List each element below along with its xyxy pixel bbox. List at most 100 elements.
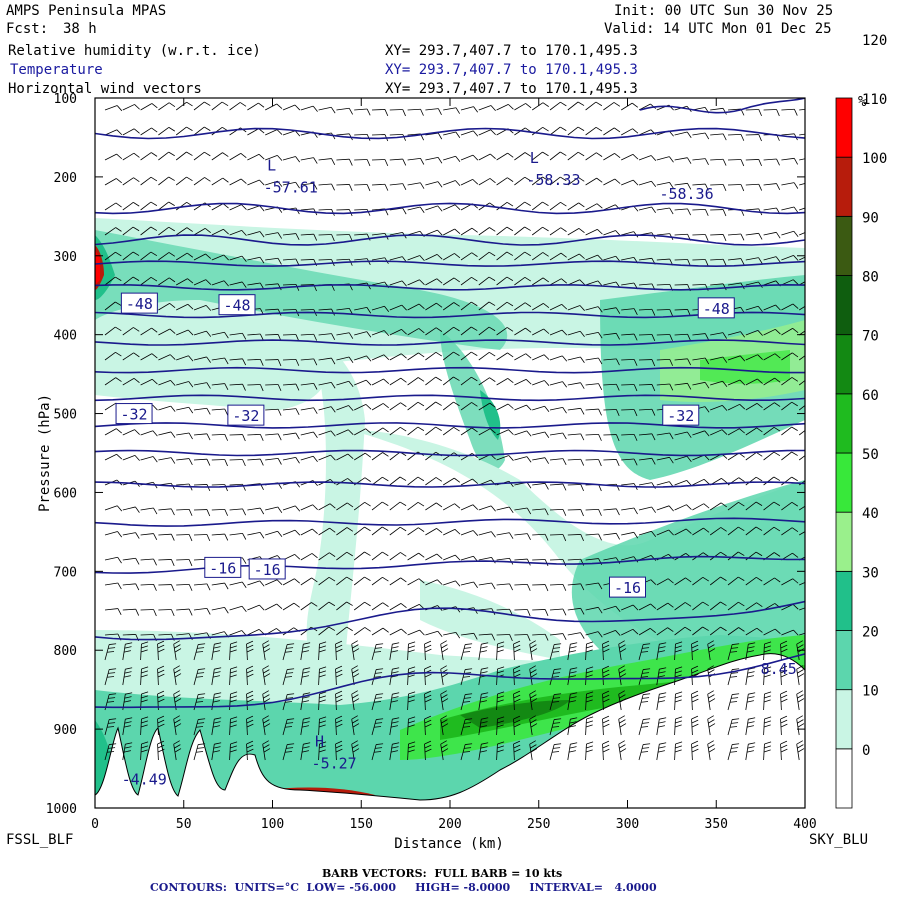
- wind-barb: [104, 227, 122, 236]
- wind-barb: [603, 230, 621, 236]
- colorbar-tick-label: 70: [862, 329, 879, 345]
- wind-barb: [549, 101, 567, 111]
- wind-barb: [407, 328, 425, 336]
- wind-barb: [514, 251, 531, 261]
- wind-barb: [727, 718, 740, 736]
- wind-barb: [193, 668, 206, 686]
- wind-barb: [371, 183, 389, 191]
- wind-barb: [460, 427, 478, 436]
- wind-barb: [710, 429, 728, 436]
- wind-barb: [692, 158, 709, 165]
- wind-barb: [389, 402, 407, 411]
- wind-barb: [513, 640, 521, 661]
- wind-barb: [336, 626, 353, 636]
- wind-barb: [389, 526, 407, 536]
- wind-barb: [229, 178, 247, 186]
- wind-barb: [603, 307, 621, 314]
- wind-barb: [567, 433, 585, 441]
- wind-barb: [656, 602, 674, 611]
- wind-barb: [282, 743, 295, 761]
- wind-barb: [300, 105, 318, 112]
- wind-barb: [371, 109, 389, 117]
- wind-barb: [585, 433, 602, 441]
- wind-barb: [460, 351, 478, 361]
- wind-barb: [158, 277, 176, 286]
- wind-barb: [674, 666, 683, 686]
- wind-barb: [282, 358, 300, 366]
- wind-barb: [335, 715, 343, 736]
- wind-barb: [618, 740, 627, 761]
- wind-barb: [176, 406, 194, 414]
- wind-barb: [443, 131, 461, 139]
- wind-barb: [621, 556, 639, 563]
- wind-barb: [781, 206, 799, 213]
- wind-barb: [351, 715, 360, 736]
- wind-barb: [585, 101, 603, 111]
- wind-barb: [585, 508, 602, 516]
- wind-barb: [692, 503, 710, 511]
- wind-barb: [354, 355, 372, 362]
- wind-barb: [389, 377, 407, 386]
- wind-barb: [674, 577, 692, 586]
- wind-barb: [335, 640, 343, 661]
- isotherm-line: [95, 600, 805, 641]
- wind-barb: [763, 304, 781, 311]
- wind-barb: [460, 643, 473, 661]
- wind-barb: [763, 256, 781, 263]
- wind-barb: [265, 180, 283, 187]
- wind-barb: [460, 376, 478, 386]
- wind-barb: [514, 226, 531, 236]
- wind-barb: [514, 609, 531, 617]
- wind-barb: [318, 430, 336, 437]
- wind-barb: [460, 693, 473, 711]
- wind-barb: [460, 530, 479, 536]
- wind-barb: [300, 182, 318, 190]
- wind-barb: [407, 206, 425, 214]
- wind-barb: [104, 129, 123, 136]
- contour-label-group: -48 -48 -48 -32 -32 -32 -16 -16 -16: [115, 292, 735, 598]
- wind-barb: [478, 642, 489, 661]
- wind-barb: [442, 401, 460, 411]
- wind-barb: [424, 740, 432, 761]
- wind-barb: [318, 234, 335, 242]
- wind-barb: [158, 226, 175, 236]
- wind-barb: [532, 405, 550, 412]
- wind-barb: [193, 407, 211, 415]
- wind-barb: [710, 107, 727, 115]
- wind-barb: [158, 201, 175, 211]
- wind-barb: [709, 601, 727, 611]
- wind-barb: [692, 234, 709, 242]
- wind-barb: [621, 128, 639, 136]
- wind-barb: [140, 609, 157, 617]
- wind-barb: [157, 715, 165, 736]
- wind-barb: [371, 643, 384, 661]
- wind-barb: [621, 433, 638, 441]
- wind-barb: [140, 716, 149, 736]
- wind-barb: [336, 527, 354, 536]
- wind-barb: [763, 402, 781, 411]
- wind-barb: [532, 533, 549, 541]
- y-tick-label: 900: [54, 723, 77, 738]
- wind-barb: [460, 478, 479, 486]
- wind-barb: [496, 276, 514, 286]
- wind-barb: [621, 507, 638, 515]
- wind-barb: [140, 430, 158, 437]
- wind-barb: [122, 583, 140, 591]
- wind-barb: [140, 127, 158, 136]
- wind-barb: [351, 740, 360, 761]
- isotherm-line: [639, 98, 805, 114]
- wind-barb: [336, 380, 354, 388]
- wind-barb: [140, 507, 158, 515]
- contour-label: -32: [662, 404, 700, 426]
- wind-barb: [638, 408, 656, 416]
- wind-barb: [710, 133, 727, 141]
- wind-barb: [529, 740, 538, 761]
- wind-barb: [585, 459, 602, 467]
- wind-barb: [727, 643, 740, 661]
- wind-barb: [193, 330, 212, 337]
- wind-barb: [692, 132, 710, 140]
- wind-barb: [618, 640, 627, 661]
- isotherm-line: [95, 517, 805, 527]
- wind-barb: [158, 102, 176, 111]
- wind-barb: [158, 533, 175, 541]
